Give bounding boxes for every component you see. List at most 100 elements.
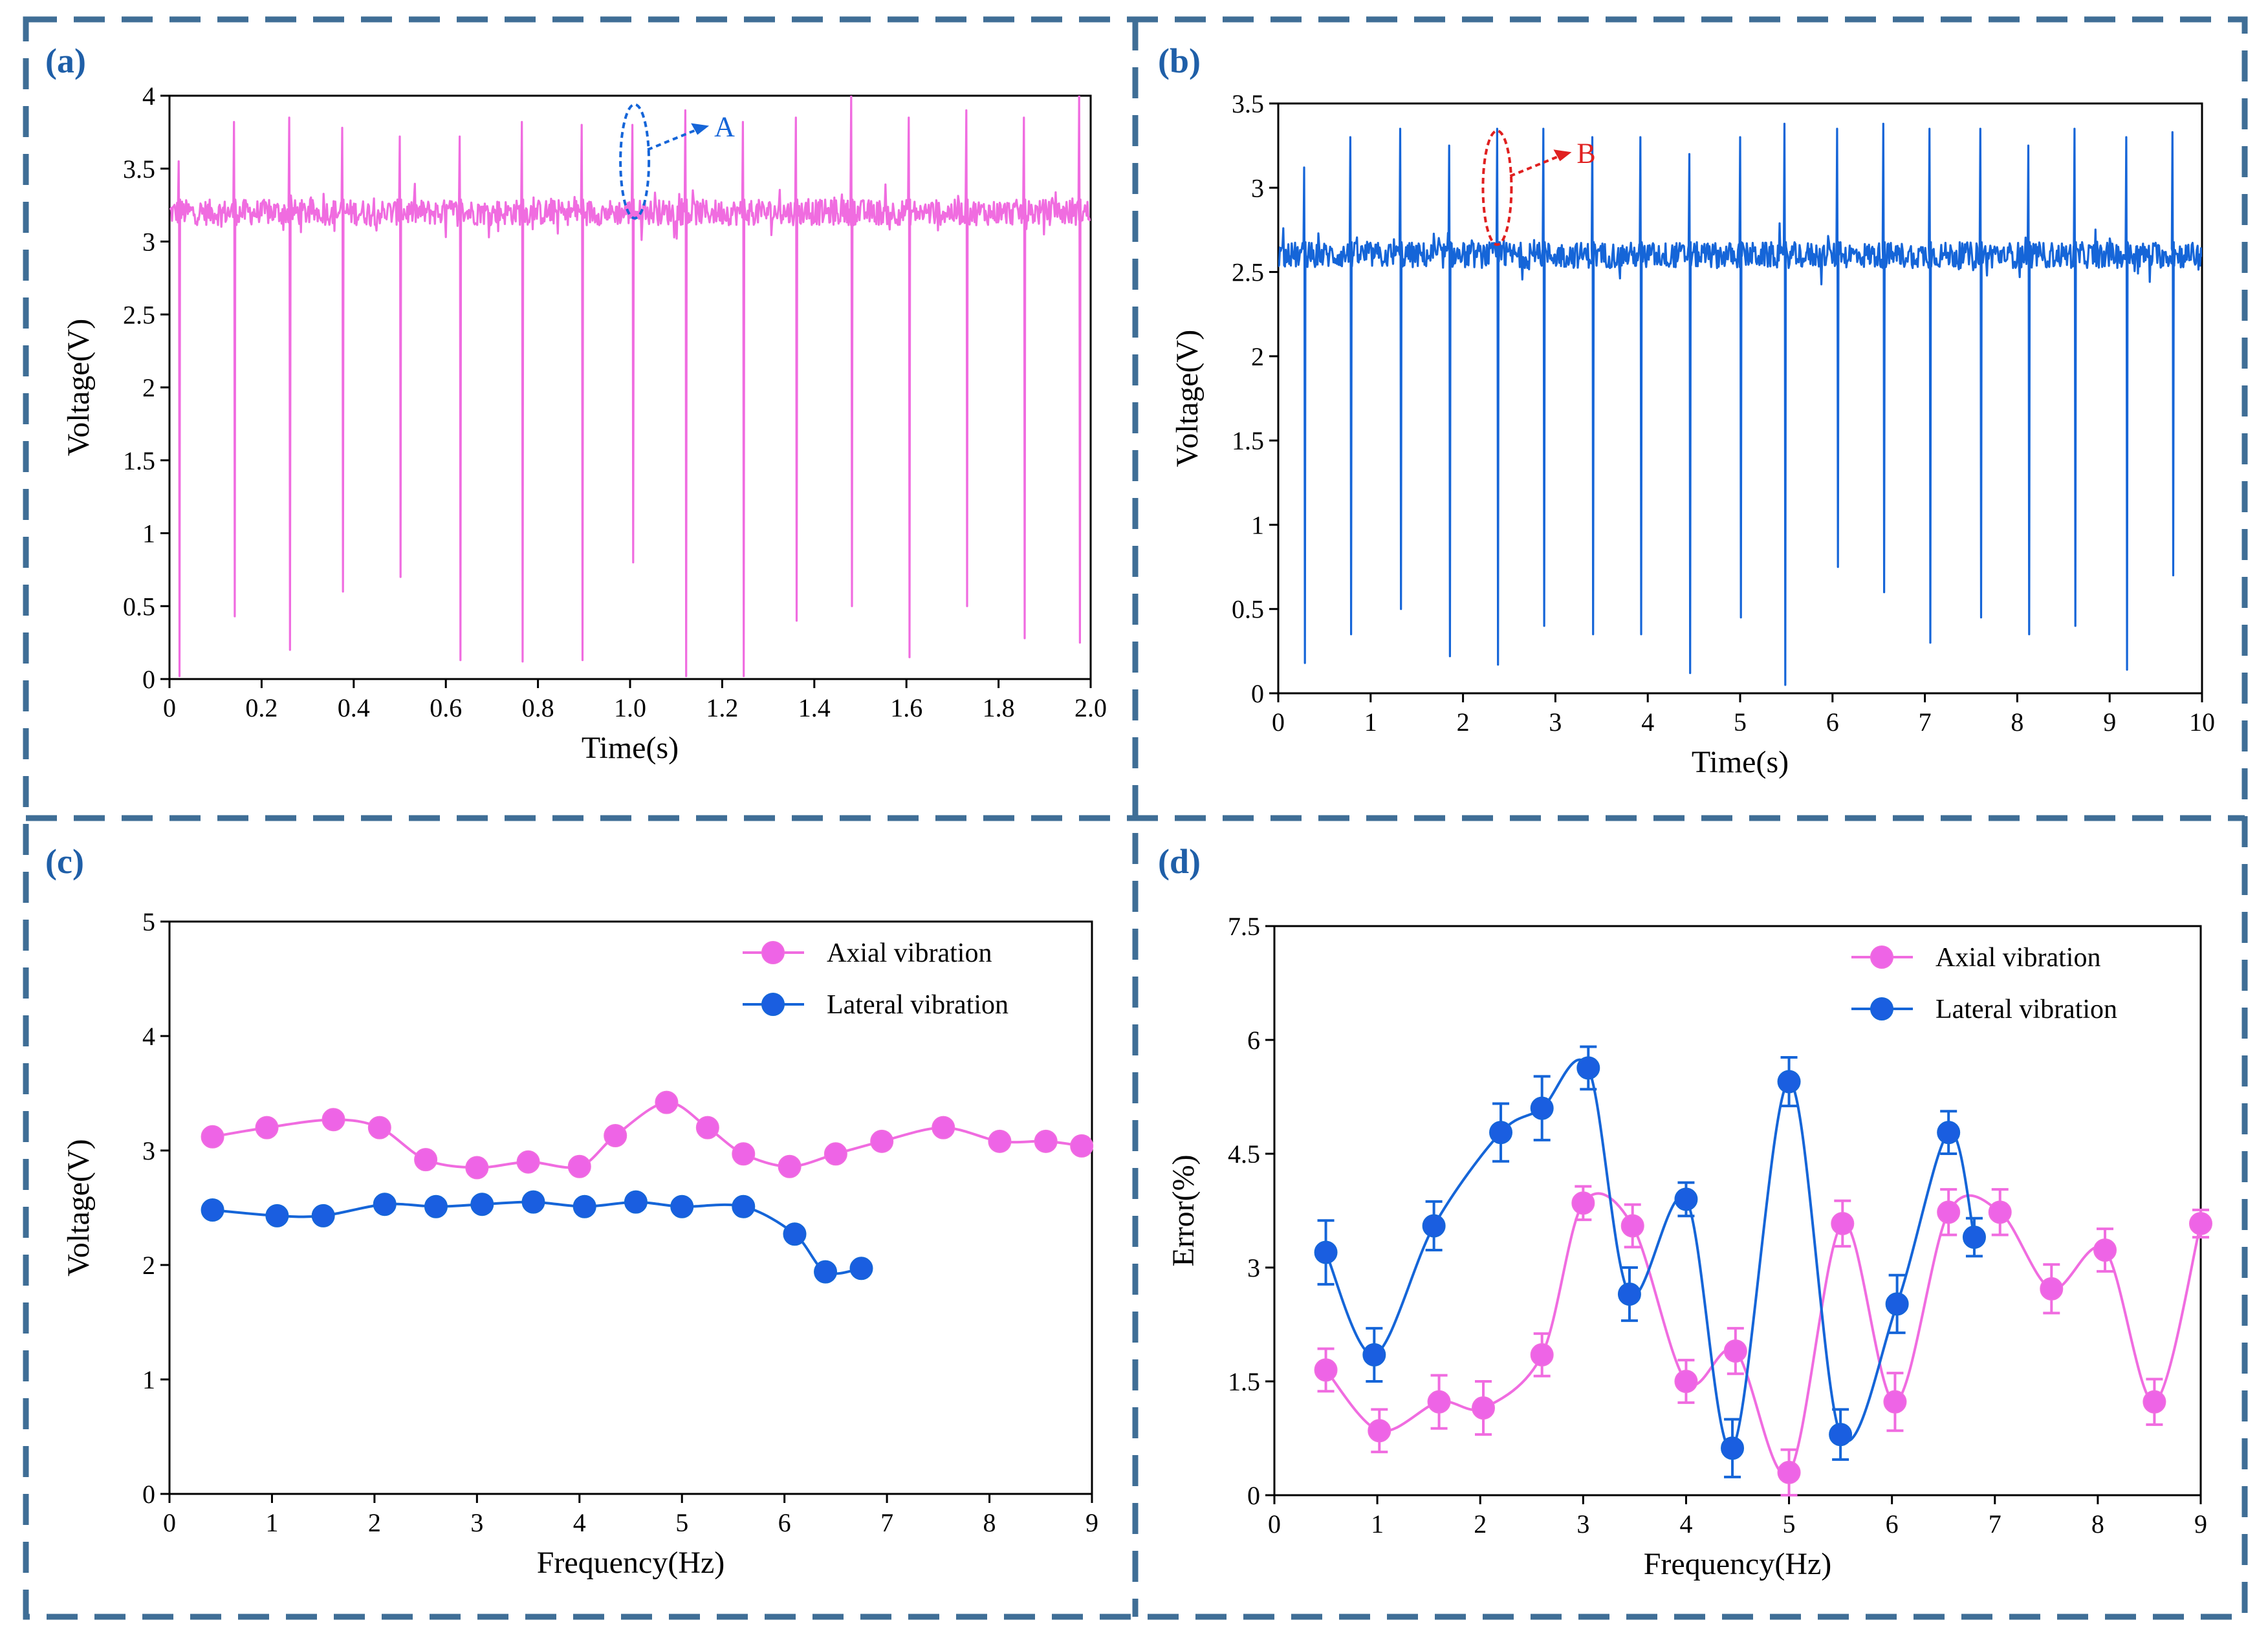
chart-c-voltage-frequency: 0 1 2 3 4 5 6 7 8 9 0 1 2 3 4 5 Frequency(Hz) Voltage(V) A… — [61, 907, 1098, 1580]
data-point-axial — [823, 1142, 847, 1166]
y-axis-title: Voltage(V) — [61, 319, 96, 456]
data-point-lateral — [1829, 1423, 1853, 1447]
y-axis-title: Voltage(V) — [1170, 330, 1205, 467]
dashed-frame — [23, 16, 2248, 1620]
data-point-lateral — [1362, 1343, 1386, 1367]
data-point-lateral — [201, 1198, 224, 1222]
data-point-axial — [1988, 1200, 2012, 1224]
data-point-axial — [695, 1116, 719, 1140]
legend-entry: Axial vibration — [827, 938, 992, 968]
legend-marker — [761, 993, 785, 1016]
x-tick-label: 5 — [675, 1508, 688, 1537]
data-point-axial — [1620, 1214, 1644, 1238]
legend-marker — [761, 941, 785, 964]
data-point-lateral — [849, 1257, 873, 1280]
series-line-lateral — [1324, 1058, 1976, 1451]
x-axis-title: Frequency(Hz) — [537, 1546, 725, 1580]
x-tick-label: 6 — [778, 1508, 791, 1537]
annotation-arrowhead — [1553, 149, 1572, 162]
legend-entry: Lateral vibration — [827, 990, 1009, 1020]
data-point-lateral — [814, 1260, 838, 1284]
y-tick-label: 2.5 — [1232, 258, 1264, 287]
data-point-lateral — [311, 1204, 335, 1227]
data-point-axial — [2189, 1211, 2212, 1235]
data-point-axial — [1937, 1200, 1961, 1224]
x-tick-label: 4 — [573, 1508, 586, 1537]
y-tick-label: 1.5 — [123, 446, 155, 475]
x-tick-label: 1 — [1364, 708, 1377, 737]
annotation-ellipse — [1481, 129, 1513, 246]
y-tick-label: 3 — [142, 1136, 155, 1165]
x-tick-label: 2 — [368, 1508, 381, 1537]
x-tick-label: 0 — [1272, 708, 1285, 737]
x-tick-label: 2 — [1474, 1509, 1487, 1539]
data-point-axial — [2040, 1277, 2064, 1301]
data-point-lateral — [521, 1190, 545, 1214]
chart-d-error-frequency: 0 1 2 3 4 5 6 7 8 9 0 1.5 3 4.5 6 7.5 Frequency(Hz) Error… — [1166, 912, 2212, 1581]
data-point-axial — [870, 1129, 894, 1153]
x-tick-label: 5 — [1783, 1509, 1796, 1539]
x-tick-label: 0 — [1268, 1509, 1281, 1539]
data-point-lateral — [624, 1190, 648, 1214]
data-point-axial — [1571, 1191, 1595, 1215]
y-tick-label: 1.5 — [1228, 1367, 1260, 1396]
data-point-axial — [414, 1148, 438, 1172]
data-point-axial — [732, 1142, 756, 1166]
data-point-axial — [932, 1116, 955, 1140]
x-tick-label: 4 — [1641, 708, 1654, 737]
data-point-axial — [2093, 1238, 2117, 1262]
data-point-axial — [2143, 1390, 2166, 1414]
data-point-lateral — [1962, 1226, 1986, 1249]
data-point-lateral — [1777, 1070, 1801, 1094]
x-tick-label: 0.6 — [430, 693, 462, 722]
y-tick-label: 0 — [1247, 1481, 1260, 1510]
y-tick-label: 3 — [1247, 1253, 1260, 1282]
y-tick-label: 3 — [142, 228, 155, 257]
data-point-lateral — [1617, 1282, 1641, 1306]
x-tick-label: 3 — [1576, 1509, 1589, 1539]
x-tick-label: 3 — [1549, 708, 1562, 737]
y-tick-label: 0 — [1251, 679, 1264, 708]
data-point-axial — [1831, 1211, 1855, 1235]
x-tick-label: 1.2 — [706, 693, 738, 722]
data-point-lateral — [1721, 1436, 1745, 1460]
panel-label-d: (d) — [1158, 842, 1201, 881]
y-tick-label: 5 — [142, 907, 155, 936]
data-point-axial — [516, 1150, 540, 1174]
data-point-lateral — [670, 1194, 694, 1218]
panel-label-a: (a) — [45, 41, 86, 80]
x-tick-label: 5 — [1734, 708, 1747, 737]
y-tick-label: 1 — [142, 519, 155, 548]
y-tick-label: 4.5 — [1228, 1140, 1260, 1169]
y-tick-label: 4 — [142, 81, 155, 111]
x-tick-label: 8 — [2091, 1509, 2104, 1539]
data-point-axial — [1777, 1460, 1801, 1484]
y-tick-label: 0 — [142, 665, 155, 694]
y-tick-label: 1.5 — [1232, 426, 1264, 455]
data-point-axial — [1530, 1343, 1554, 1367]
x-tick-label: 1.0 — [614, 693, 646, 722]
x-tick-label: 0 — [163, 693, 176, 722]
y-tick-label: 2.5 — [123, 300, 155, 329]
data-point-axial — [988, 1129, 1012, 1153]
data-point-lateral — [732, 1194, 756, 1218]
x-tick-label: 1 — [1371, 1509, 1384, 1539]
data-point-axial — [1674, 1370, 1698, 1393]
data-point-lateral — [783, 1222, 807, 1246]
x-axis-title: Frequency(Hz) — [1644, 1547, 1832, 1581]
data-point-lateral — [1937, 1121, 1961, 1145]
series-line-axial — [1325, 1192, 2202, 1476]
y-tick-label: 3.5 — [1232, 89, 1264, 118]
data-point-lateral — [424, 1194, 448, 1218]
data-point-axial — [1034, 1129, 1058, 1153]
plot-frame — [168, 94, 1092, 680]
x-axis-title: Time(s) — [1692, 745, 1789, 779]
x-tick-label: 9 — [1085, 1508, 1098, 1537]
data-point-axial — [567, 1154, 591, 1178]
x-tick-label: 7 — [880, 1508, 893, 1537]
y-axis-title: Voltage(V) — [61, 1139, 96, 1276]
x-axis-title: Time(s) — [582, 731, 679, 765]
x-tick-label: 0.8 — [522, 693, 554, 722]
legend-marker — [1870, 945, 1893, 969]
x-tick-label: 6 — [1886, 1509, 1899, 1539]
